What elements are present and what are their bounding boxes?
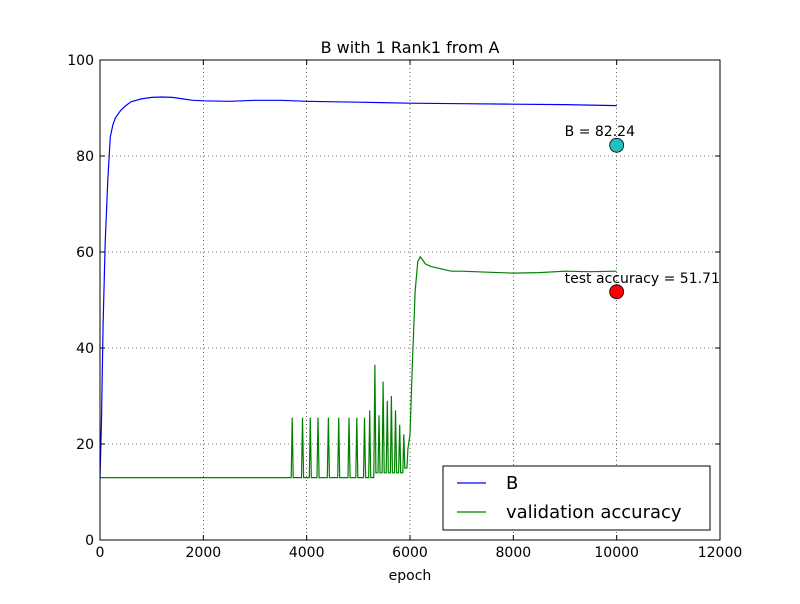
- point-label-2: test accuracy = 51.71: [565, 271, 720, 287]
- y-tick-label: 100: [67, 53, 94, 69]
- y-tick-label: 40: [76, 341, 94, 357]
- x-axis-label: epoch: [389, 568, 432, 584]
- legend-box: [442, 465, 711, 531]
- x-tick-label: 12000: [698, 545, 743, 561]
- x-tick-label: 0: [96, 545, 105, 561]
- point-marker-2: [609, 284, 625, 300]
- legend-label-2: validation accuracy: [506, 502, 682, 523]
- x-tick-label: 2000: [186, 545, 222, 561]
- x-tick-label: 10000: [594, 545, 639, 561]
- x-tick-label: 8000: [496, 545, 532, 561]
- point-marker-1: [609, 137, 625, 153]
- chart-title: B with 1 Rank1 from A: [321, 38, 500, 57]
- series-line-2: [100, 255, 617, 479]
- point-label-1: B = 82.24: [565, 124, 635, 140]
- y-tick-label: 0: [85, 533, 94, 549]
- y-tick-label: 80: [76, 149, 94, 165]
- y-tick-label: 60: [76, 245, 94, 261]
- x-tick-label: 4000: [289, 545, 325, 561]
- series-line-1: [100, 96, 617, 478]
- x-tick-label: 6000: [392, 545, 428, 561]
- legend-label-1: B: [506, 473, 518, 494]
- y-tick-label: 20: [76, 437, 94, 453]
